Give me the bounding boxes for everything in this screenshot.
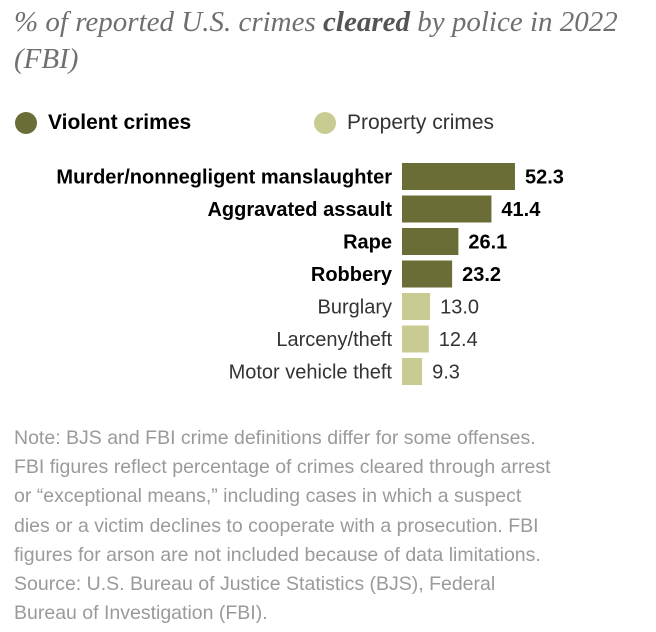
legend-item-violent: Violent crimes bbox=[15, 109, 191, 137]
bar-property bbox=[402, 325, 429, 353]
value-label: 52.3 bbox=[525, 167, 564, 189]
title-text-start: % of reported U.S. crimes bbox=[14, 6, 324, 38]
note-line: FBI figures reflect percentage of crimes… bbox=[14, 456, 551, 479]
source-line: Source: U.S. Bureau of Justice Statistic… bbox=[14, 573, 496, 596]
value-label: 12.4 bbox=[439, 329, 478, 351]
bar-property bbox=[402, 358, 423, 385]
legend-label-violent: Violent crimes bbox=[48, 111, 192, 134]
chart-title: % of reported U.S. crimes cleared by pol… bbox=[14, 4, 644, 78]
bar-chart: Murder/nonnegligent manslaughter 52.3 Aggr… bbox=[56, 163, 564, 385]
legend-item-property: Property crimes bbox=[314, 109, 494, 137]
value-label: 9.3 bbox=[432, 362, 460, 384]
bar-violent bbox=[402, 260, 453, 288]
value-label: 41.4 bbox=[501, 199, 541, 221]
category-label: Motor vehicle theft bbox=[229, 362, 393, 384]
note-line: Note: BJS and FBI crime definitions diff… bbox=[14, 427, 536, 449]
title-emphasis: cleared bbox=[323, 6, 410, 38]
note-line: figures for arson are not included becau… bbox=[14, 543, 541, 566]
legend-label-property: Property crimes bbox=[347, 111, 495, 134]
title-text-end: by police in 2022 (FBI) bbox=[14, 6, 618, 75]
bar-violent bbox=[402, 163, 515, 190]
category-label: Rape bbox=[343, 232, 392, 254]
chart-note: Note: BJS and FBI crime definitions diff… bbox=[14, 424, 650, 628]
value-label: 26.1 bbox=[468, 232, 507, 254]
category-label: Larceny/theft bbox=[276, 329, 392, 351]
value-label: 23.2 bbox=[462, 264, 501, 286]
source-line: Bureau of Investigation (FBI). bbox=[14, 602, 268, 625]
category-label: Burglary bbox=[318, 297, 392, 319]
legend-swatch-violent bbox=[15, 112, 37, 134]
bar-violent bbox=[402, 228, 459, 255]
note-line: dies or a victim declines to cooperate w… bbox=[14, 514, 539, 537]
bar-violent bbox=[402, 195, 492, 223]
note-line: or “exceptional means,” including cases … bbox=[14, 485, 522, 508]
bar-property bbox=[402, 293, 431, 320]
category-label: Murder/nonnegligent manslaughter bbox=[56, 167, 392, 189]
category-label: Robbery bbox=[311, 264, 393, 286]
value-label: 13.0 bbox=[440, 297, 479, 319]
category-label: Aggravated assault bbox=[207, 199, 392, 221]
legend-swatch-property bbox=[314, 112, 336, 134]
